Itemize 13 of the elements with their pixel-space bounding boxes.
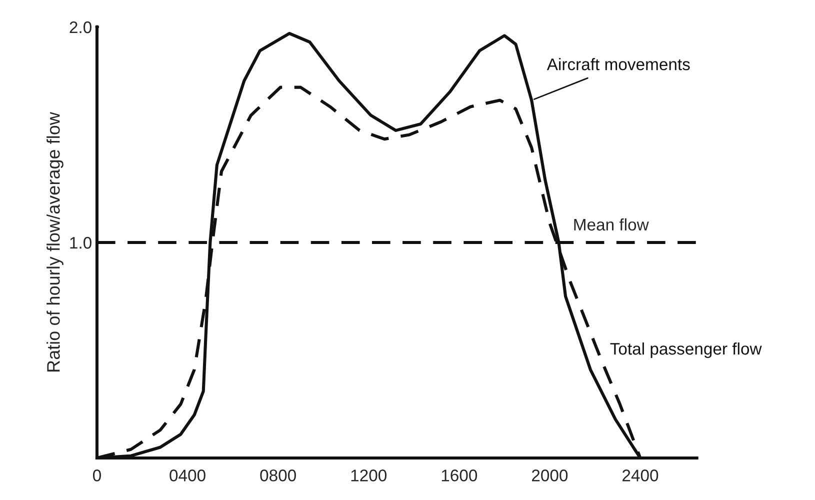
x-tick-label: 1600 — [442, 470, 478, 482]
y-tick-label: 1.0 — [70, 236, 92, 249]
x-tick-label: 2400 — [622, 470, 658, 482]
ref-line-label: Mean flow — [574, 218, 649, 231]
x-tick-label: 1200 — [351, 470, 386, 482]
x-tick-label: 2000 — [532, 470, 568, 482]
x-tick-label: 0400 — [170, 470, 206, 482]
series-label: Total passenger flow — [610, 342, 762, 358]
y-axis-title: Ratio of hourly flow/average flow — [46, 112, 64, 372]
x-tick-label: 0800 — [260, 470, 296, 482]
x-tick-label: 0 — [93, 470, 101, 482]
series-label: Aircraft movements — [546, 58, 690, 70]
y-tick-label: 2.0 — [70, 21, 92, 34]
